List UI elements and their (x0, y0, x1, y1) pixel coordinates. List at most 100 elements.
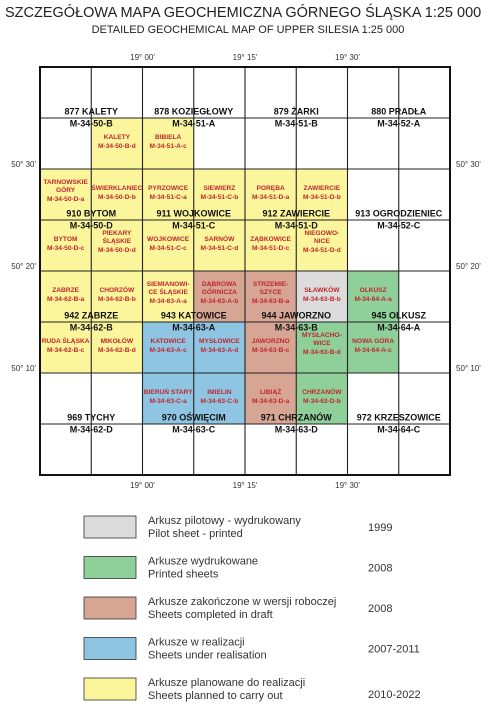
sheet-name: 912 ZAWIERCIE (262, 208, 330, 218)
sheet-name: 944 JAWORZNO (261, 310, 331, 320)
sheet-code: M-34-50-B (70, 118, 114, 128)
cell-code: M-34-50-B-d (98, 143, 136, 150)
sheet-cell (142, 322, 194, 373)
cell-code: M-34-51-D-a (252, 194, 290, 201)
legend-swatch (83, 515, 137, 539)
legend-swatch (83, 637, 137, 660)
legend-label-en: Sheets under realisation (148, 649, 267, 661)
cell-name: GÓRNICZA (202, 287, 237, 296)
sheet-cell (193, 322, 245, 373)
cell-code: M-34-63-A-b (201, 298, 239, 305)
sheet-cell (193, 220, 245, 271)
sheet-name: 910 BYTOM (66, 208, 116, 218)
longitude-label: 19° 00' (130, 481, 155, 490)
cell-code: M-34-63-D-a (252, 398, 290, 405)
cell-name: BYTOM (54, 236, 78, 243)
cell-code: M-34-51-C-b (201, 194, 239, 201)
legend-label-pl: Arkusze w realizacji (148, 636, 245, 648)
cell-name: JAWORZNO (252, 338, 290, 345)
legend-years: 2007-2011 (368, 643, 420, 655)
subtitle: DETAILED GEOCHEMICAL MAP OF UPPER SILESI… (92, 24, 405, 36)
longitude-label: 19° 30' (335, 53, 360, 62)
sheet-code: M-34-51-A (172, 118, 216, 128)
cell-name: STRZEMIE- (253, 281, 289, 288)
longitude-label: 19° 00' (130, 53, 155, 62)
sheet-code: M-34-62-D (70, 424, 114, 434)
map-border (39, 66, 451, 476)
sheet-cell (347, 271, 399, 322)
legend-label-en: Pilot sheet - printed (148, 528, 243, 540)
cell-name: MYSŁOWICE (199, 338, 240, 345)
sheet-code: M-34-64-C (377, 424, 421, 434)
sheet-cell (193, 373, 245, 424)
cell-code: M-34-50-D-b (98, 194, 136, 201)
sheet-cell (347, 322, 399, 373)
sheet-cell (296, 373, 348, 424)
cell-code: M-34-51-D-d (303, 247, 341, 254)
longitude-label: 19° 30' (335, 481, 360, 490)
cell-name: CHORZÓW (99, 285, 135, 294)
sheet-name: 971 CHRZANÓW (261, 411, 333, 422)
cell-name: BIBIELA (155, 134, 182, 141)
sheet-name: 970 OŚWIĘCIM (162, 411, 226, 422)
cell-name: NICE (314, 238, 330, 245)
sheet-cell (245, 322, 297, 373)
latitude-label: 50° 20' (456, 262, 481, 271)
legend-years: 2008 (368, 562, 392, 574)
cell-name: SIEWIERZ (203, 185, 235, 192)
latitude-label: 50° 10' (11, 364, 36, 373)
sheet-cell (296, 271, 348, 322)
sheet-cell (40, 220, 92, 271)
cell-name: PYRZOWICE (148, 185, 189, 192)
cell-name: LIBIĄŻ (260, 388, 281, 396)
sheet-cell (91, 322, 143, 373)
legend-label-pl: Arkusze planowane do realizacji (148, 677, 305, 689)
sheet-name: 943 KATOWICE (161, 310, 227, 320)
cell-code: M-34-63-A-d (201, 347, 239, 354)
cell-code: M-34-50-D-d (98, 247, 136, 254)
sheet-name: 880 PRADŁA (371, 106, 427, 116)
cell-code: M-34-50-D-c (47, 245, 85, 252)
sheet-code: M-34-51-C (172, 220, 216, 230)
cell-name: ŚWIERKLANIEC (91, 183, 142, 192)
cell-code: M-34-64-A-a (354, 296, 392, 303)
sheet-cell (142, 118, 194, 169)
cell-name: MIKOŁÓW (101, 336, 134, 345)
sheet-cell (296, 220, 348, 271)
cell-name: SZYCE (260, 289, 283, 296)
cell-code: M-34-63-B-a (252, 298, 290, 305)
latitude-label: 50° 30' (11, 160, 36, 169)
sheet-code: M-34-64-A (377, 322, 421, 332)
cell-name: OLKUSZ (360, 287, 387, 294)
sheet-name: 879 ŻARKI (274, 106, 319, 116)
sheet-code: M-34-52-C (377, 220, 421, 230)
sheet-cell (245, 220, 297, 271)
cell-name: ZĄBKOWICE (250, 236, 291, 243)
sheet-name: 878 KOZIEGŁOWY (154, 106, 233, 116)
sheet-name: 942 ZABRZE (64, 310, 118, 320)
longitude-label: 19° 15' (233, 481, 258, 490)
cell-name: SŁAWKÓW (304, 285, 340, 294)
sheet-cell (193, 271, 245, 322)
sheet-cell (91, 271, 143, 322)
cell-code: M-34-63-B-b (303, 296, 341, 303)
sheet-cell (142, 169, 194, 220)
cell-name: IMIELIN (207, 389, 231, 396)
cell-name: SIEMIANOWI- (147, 281, 190, 288)
cell-name: KALETY (104, 134, 131, 141)
cell-code: M-34-51-C-d (201, 245, 239, 252)
title: SZCZEGÓŁOWA MAPA GEOCHEMICZNA GÓRNEGO ŚL… (5, 3, 481, 21)
legend-years: 1999 (368, 522, 392, 534)
cell-code: M-34-51-C-a (149, 194, 187, 201)
cell-name: ŚLĄSKIE (103, 236, 132, 245)
cell-code: M-34-51-A-c (149, 143, 187, 150)
cell-name: BIERUŃ STARY (144, 387, 193, 396)
cell-name: GÓRY (56, 185, 76, 194)
sheet-code: M-34-62-B (70, 322, 114, 332)
sheet-name: 877 KALETY (64, 106, 118, 116)
cell-name: WICE (313, 340, 331, 347)
sheet-cell (142, 220, 194, 271)
legend-swatch (83, 596, 137, 620)
sheet-cell (245, 169, 297, 220)
